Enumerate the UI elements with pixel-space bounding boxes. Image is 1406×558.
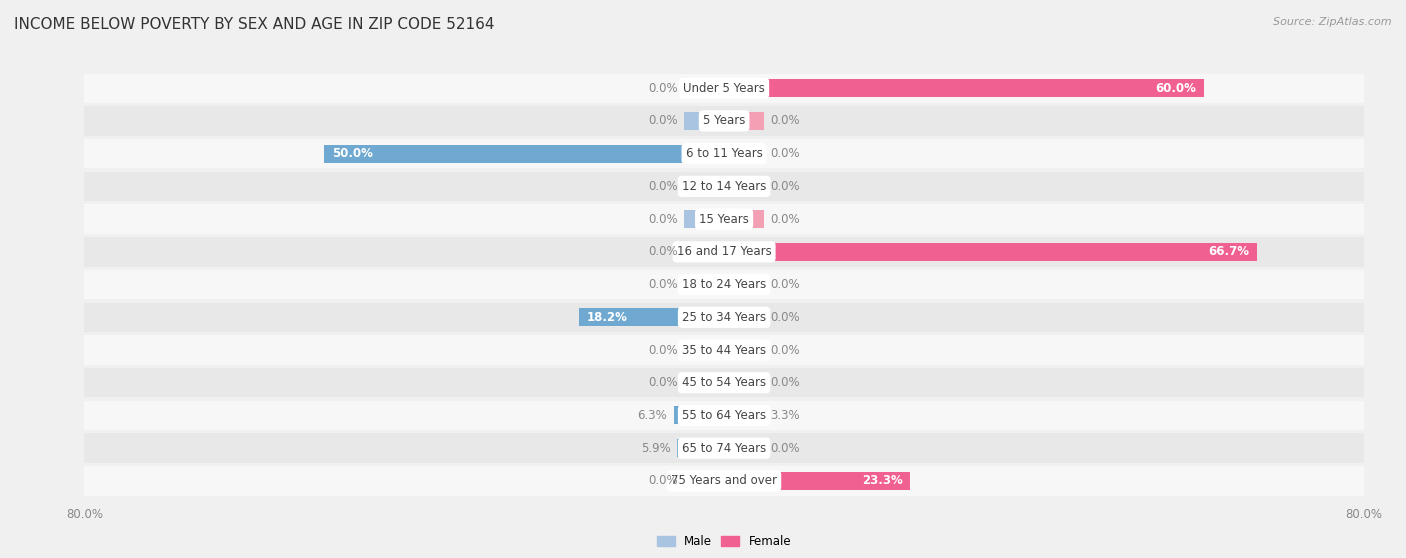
Bar	[84, 74, 1364, 103]
Bar	[685, 341, 724, 359]
Text: Source: ZipAtlas.com: Source: ZipAtlas.com	[1274, 17, 1392, 27]
Text: 18 to 24 Years: 18 to 24 Years	[682, 278, 766, 291]
Bar	[84, 204, 1364, 234]
Bar	[685, 210, 724, 228]
Text: 0.0%: 0.0%	[770, 114, 800, 127]
Text: 0.0%: 0.0%	[770, 213, 800, 225]
Bar	[685, 112, 724, 130]
Text: 50.0%: 50.0%	[332, 147, 373, 160]
Bar	[84, 139, 1364, 169]
Text: 75 Years and over: 75 Years and over	[671, 474, 778, 488]
Text: 25 to 34 Years: 25 to 34 Years	[682, 311, 766, 324]
Bar	[685, 79, 724, 97]
Text: 35 to 44 Years: 35 to 44 Years	[682, 344, 766, 357]
Bar	[724, 309, 763, 326]
Text: 12 to 14 Years: 12 to 14 Years	[682, 180, 766, 193]
Bar	[84, 368, 1364, 397]
Bar	[685, 177, 724, 195]
Text: 0.0%: 0.0%	[770, 344, 800, 357]
Text: 15 Years: 15 Years	[699, 213, 749, 225]
Bar	[724, 177, 763, 195]
Bar	[673, 406, 724, 425]
Bar	[685, 243, 724, 261]
Bar	[724, 243, 1257, 261]
Bar	[724, 112, 763, 130]
Bar	[724, 145, 763, 163]
Bar	[724, 210, 763, 228]
Text: 65 to 74 Years: 65 to 74 Years	[682, 442, 766, 455]
Bar	[676, 439, 724, 457]
Text: 18.2%: 18.2%	[586, 311, 627, 324]
Bar	[578, 309, 724, 326]
Bar	[84, 335, 1364, 365]
Text: 3.3%: 3.3%	[770, 409, 800, 422]
Bar	[685, 374, 724, 392]
Bar	[84, 466, 1364, 496]
Bar	[685, 276, 724, 294]
Bar	[724, 406, 763, 425]
Bar	[325, 145, 724, 163]
Bar	[724, 341, 763, 359]
Text: 6 to 11 Years: 6 to 11 Years	[686, 147, 762, 160]
Text: 5 Years: 5 Years	[703, 114, 745, 127]
Text: 0.0%: 0.0%	[648, 180, 678, 193]
Text: INCOME BELOW POVERTY BY SEX AND AGE IN ZIP CODE 52164: INCOME BELOW POVERTY BY SEX AND AGE IN Z…	[14, 17, 495, 32]
Bar	[685, 472, 724, 490]
Bar	[84, 237, 1364, 267]
Bar	[84, 302, 1364, 332]
Text: Under 5 Years: Under 5 Years	[683, 81, 765, 95]
Text: 0.0%: 0.0%	[770, 376, 800, 389]
Text: 0.0%: 0.0%	[770, 180, 800, 193]
Bar	[84, 106, 1364, 136]
Text: 0.0%: 0.0%	[770, 278, 800, 291]
Text: 0.0%: 0.0%	[770, 147, 800, 160]
Text: 0.0%: 0.0%	[648, 278, 678, 291]
Bar	[84, 401, 1364, 430]
Text: 0.0%: 0.0%	[770, 442, 800, 455]
Text: 23.3%: 23.3%	[862, 474, 903, 488]
Text: 6.3%: 6.3%	[637, 409, 668, 422]
Text: 0.0%: 0.0%	[648, 376, 678, 389]
Legend: Male, Female: Male, Female	[652, 531, 796, 553]
Text: 0.0%: 0.0%	[648, 474, 678, 488]
Text: 0.0%: 0.0%	[770, 311, 800, 324]
Bar	[724, 374, 763, 392]
Text: 0.0%: 0.0%	[648, 114, 678, 127]
Text: 0.0%: 0.0%	[648, 246, 678, 258]
Text: 0.0%: 0.0%	[648, 213, 678, 225]
Bar	[724, 276, 763, 294]
Bar	[724, 439, 763, 457]
Bar	[84, 172, 1364, 201]
Text: 0.0%: 0.0%	[648, 81, 678, 95]
Text: 55 to 64 Years: 55 to 64 Years	[682, 409, 766, 422]
Bar	[84, 270, 1364, 299]
Text: 45 to 54 Years: 45 to 54 Years	[682, 376, 766, 389]
Text: 66.7%: 66.7%	[1209, 246, 1250, 258]
Bar	[724, 472, 911, 490]
Text: 16 and 17 Years: 16 and 17 Years	[676, 246, 772, 258]
Bar	[724, 79, 1204, 97]
Text: 60.0%: 60.0%	[1154, 81, 1197, 95]
Bar	[84, 434, 1364, 463]
Text: 5.9%: 5.9%	[641, 442, 671, 455]
Text: 0.0%: 0.0%	[648, 344, 678, 357]
